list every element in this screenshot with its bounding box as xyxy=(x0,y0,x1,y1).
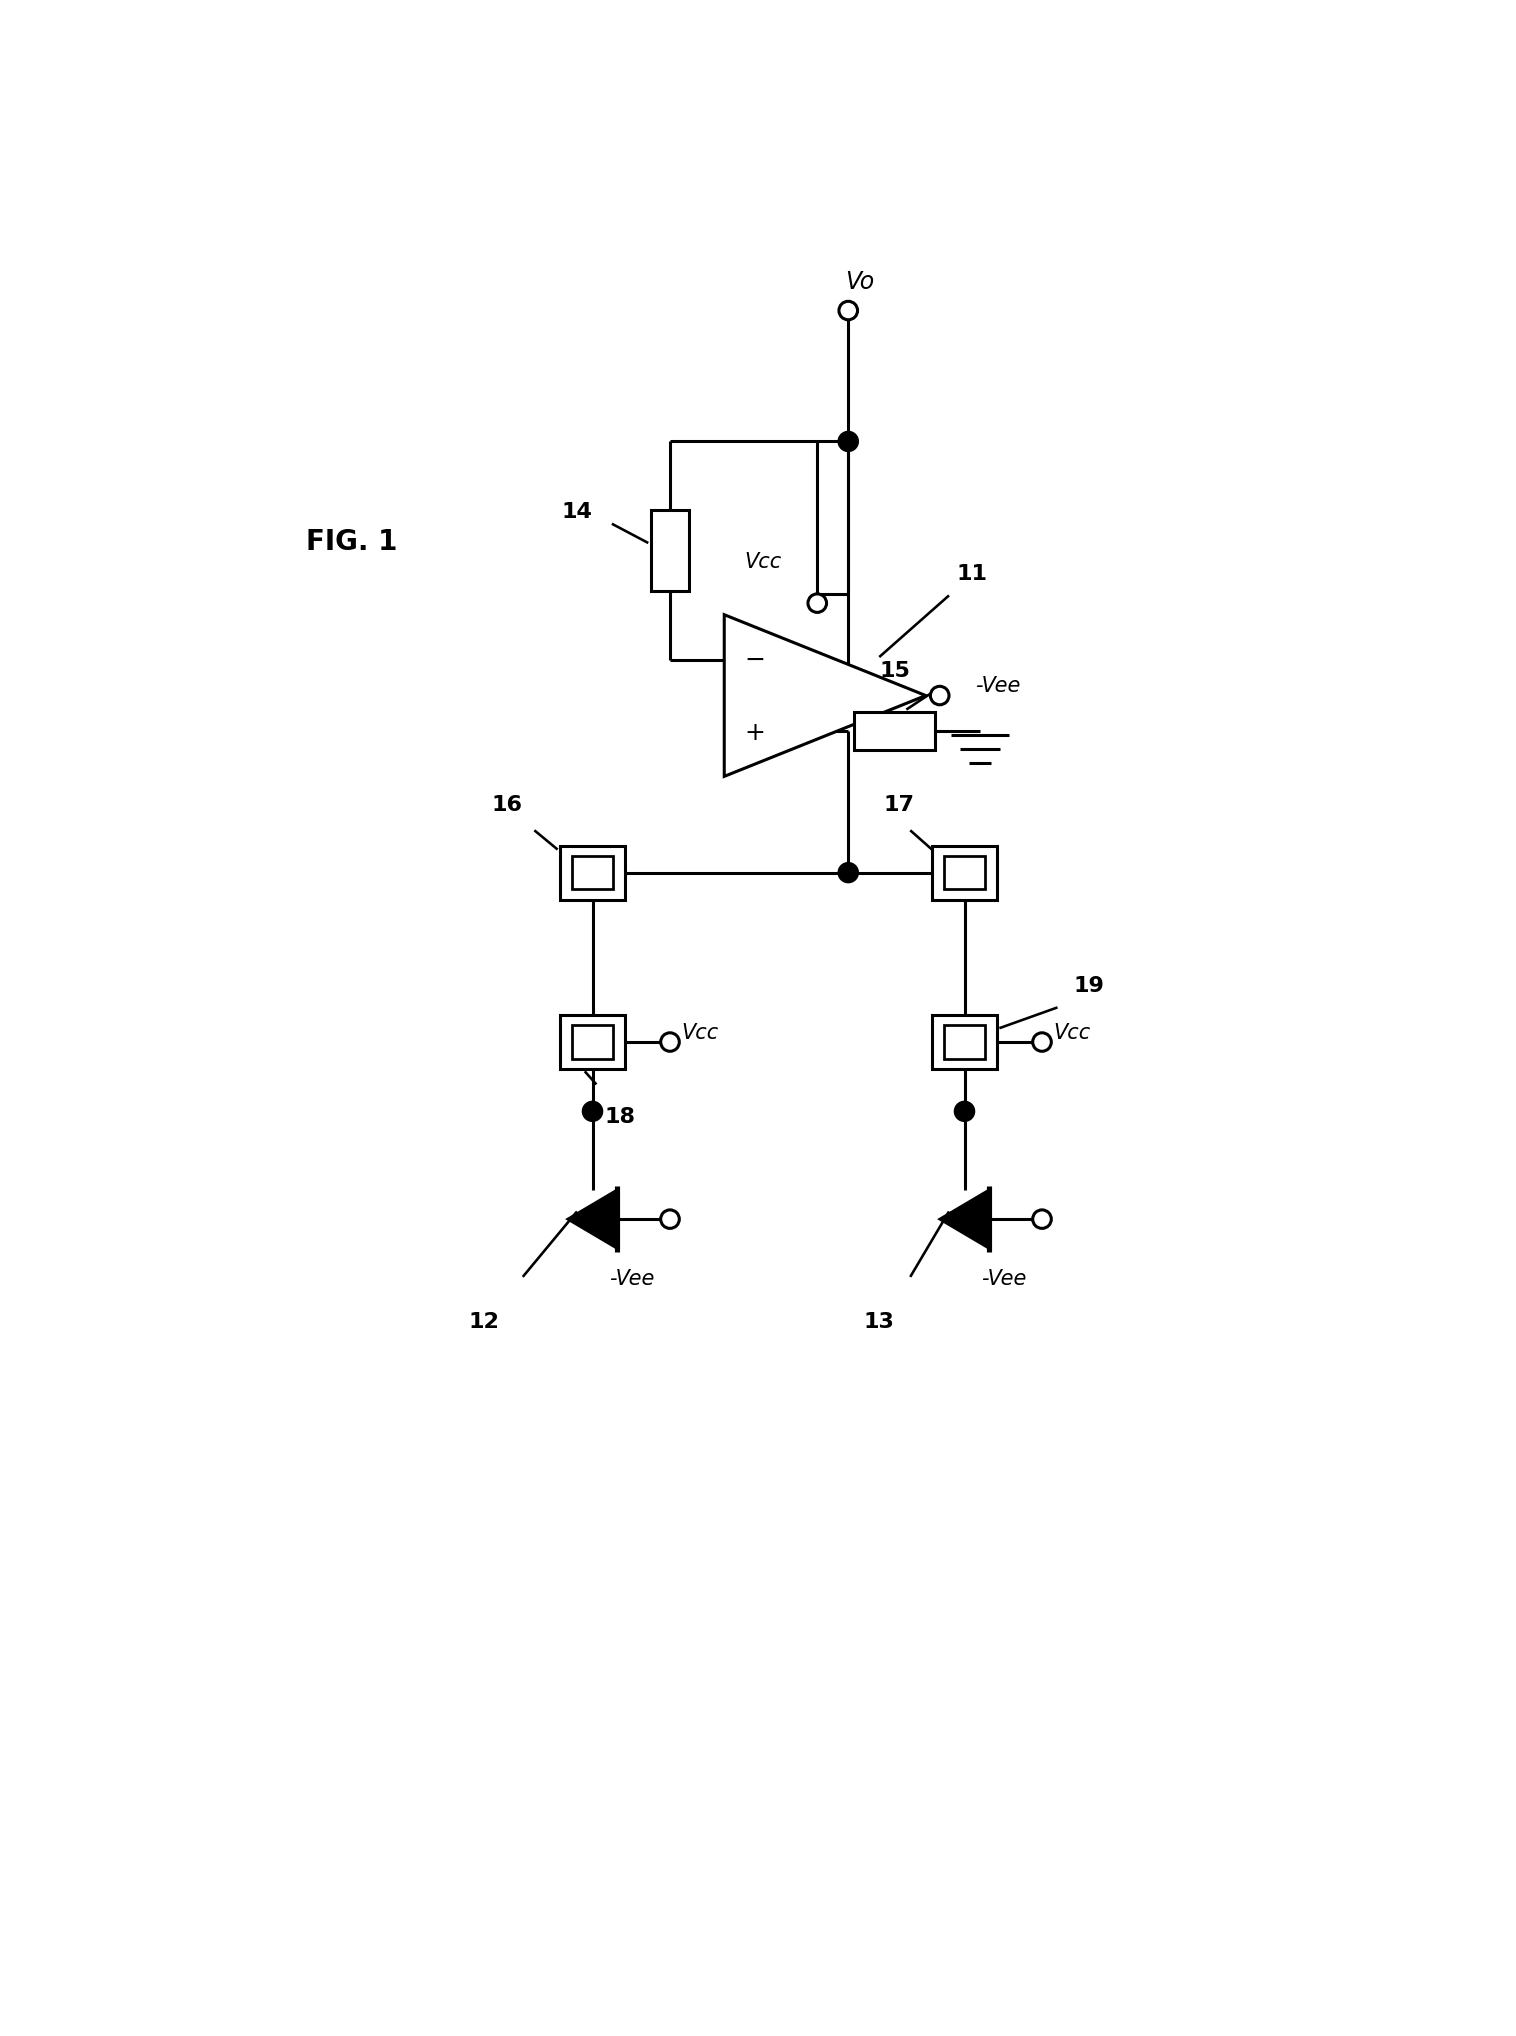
Circle shape xyxy=(955,1101,975,1122)
Circle shape xyxy=(838,863,858,884)
Bar xyxy=(944,855,985,890)
Polygon shape xyxy=(568,1191,617,1248)
Bar xyxy=(572,1026,612,1059)
Text: 18: 18 xyxy=(603,1108,635,1128)
Circle shape xyxy=(1032,1209,1051,1228)
Bar xyxy=(559,1016,626,1069)
Text: 15: 15 xyxy=(879,662,910,682)
Text: 14: 14 xyxy=(561,503,593,521)
Text: 12: 12 xyxy=(468,1311,499,1332)
Text: 13: 13 xyxy=(864,1311,894,1332)
Circle shape xyxy=(661,1032,679,1051)
Polygon shape xyxy=(725,615,926,776)
Polygon shape xyxy=(940,1191,988,1248)
Text: 11: 11 xyxy=(957,564,988,584)
Circle shape xyxy=(931,686,949,704)
Bar xyxy=(854,713,935,751)
Circle shape xyxy=(1032,1032,1051,1051)
Bar xyxy=(572,855,612,890)
Circle shape xyxy=(838,432,858,452)
Text: -Vee: -Vee xyxy=(608,1268,653,1289)
Text: 16: 16 xyxy=(491,794,523,814)
Text: FIG. 1: FIG. 1 xyxy=(306,527,397,556)
Text: Vcc: Vcc xyxy=(682,1022,719,1042)
Text: Vcc: Vcc xyxy=(744,552,782,572)
Text: $-$: $-$ xyxy=(743,645,764,670)
Text: Vo: Vo xyxy=(846,269,875,293)
Text: -Vee: -Vee xyxy=(981,1268,1026,1289)
Text: -Vee: -Vee xyxy=(975,676,1020,696)
Text: 19: 19 xyxy=(1073,975,1104,996)
Bar xyxy=(944,1026,985,1059)
Bar xyxy=(931,845,998,900)
Text: 17: 17 xyxy=(884,794,914,814)
Text: Vcc: Vcc xyxy=(1054,1022,1092,1042)
Circle shape xyxy=(838,301,858,320)
Bar xyxy=(931,1016,998,1069)
Text: $+$: $+$ xyxy=(743,721,764,745)
Circle shape xyxy=(808,595,826,613)
Bar xyxy=(650,511,690,590)
Circle shape xyxy=(661,1209,679,1228)
Bar xyxy=(559,845,626,900)
Circle shape xyxy=(582,1101,602,1122)
